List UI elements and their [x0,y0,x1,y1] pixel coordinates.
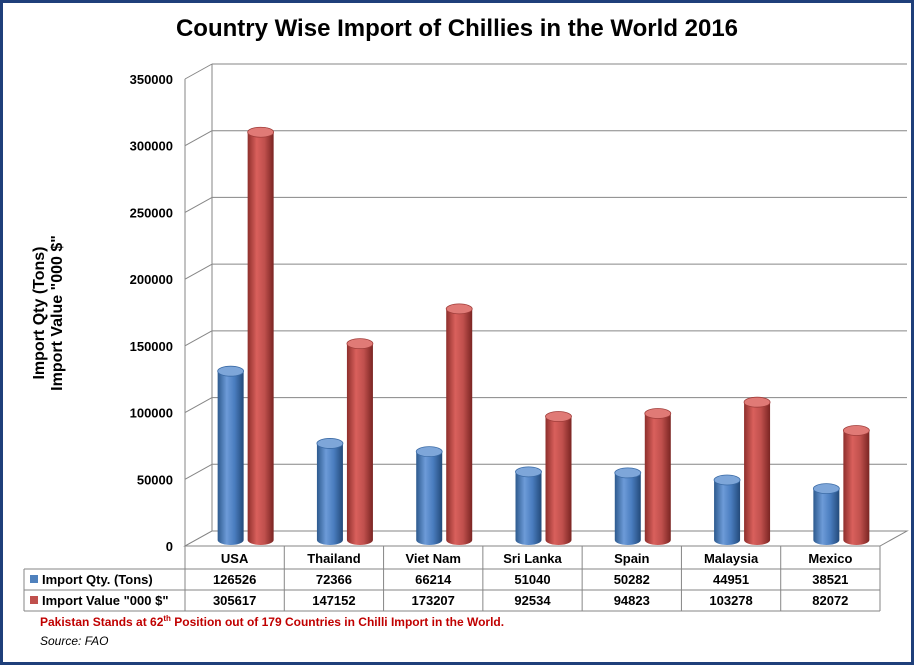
bar [545,411,572,545]
bar [743,396,771,545]
bar-top [713,474,741,486]
bar-top [644,408,672,419]
bar-body [843,430,870,545]
bar [614,467,642,545]
legend-label: Import Qty. (Tons) [42,572,153,587]
gridline-depth [184,130,213,147]
gridline-depth [184,263,213,280]
x-tick-label: Thailand [307,551,361,566]
y-tick-label: 50000 [137,472,173,487]
data-label: 44951 [713,572,749,587]
bars [217,126,870,545]
bar-body [813,488,840,545]
data-label: 305617 [213,593,256,608]
bar-body [614,472,641,545]
bar-top [247,126,275,138]
footnote-sup: th [163,614,171,623]
bar [515,466,542,545]
y-tick-label: 350000 [130,72,173,87]
gridline-depth [184,63,213,80]
bar-body [714,480,741,545]
bar-top [415,446,443,458]
bar-top [545,411,572,422]
bar [842,425,870,545]
bar-body [247,132,274,545]
x-tick-label: Malaysia [704,551,759,566]
y-tick-label: 250000 [130,205,173,220]
bar-body [416,451,443,545]
data-label: 173207 [412,593,455,608]
footnote: Pakistan Stands at 62th Position out of … [40,614,504,629]
bar [812,483,840,545]
y-tick-label: 300000 [130,139,173,154]
bar-top [743,396,771,408]
data-label: 126526 [213,572,256,587]
y-tick-label: 100000 [130,406,173,421]
data-label: 147152 [312,593,355,608]
bar-body [446,308,473,545]
data-label: 103278 [709,593,752,608]
bar [217,365,245,545]
bar-body [316,443,343,545]
bar [415,446,443,545]
data-label: 92534 [514,593,551,608]
data-label: 38521 [812,572,848,587]
footnote-rest: Position out of 179 Countries in Chilli … [171,615,504,629]
bar-top [614,467,642,479]
legend-label: Import Value "000 $" [42,593,169,608]
y-tick-label: 150000 [130,339,173,354]
data-label: 66214 [415,572,452,587]
bar-body [644,413,671,545]
legend-swatch [30,596,38,604]
y-tick-label: 0 [166,539,173,554]
bar-top [217,365,245,377]
data-label: 82072 [812,593,848,608]
bar-body [744,402,771,545]
bar-body [545,416,572,545]
bar-top [445,303,473,315]
bar [316,438,344,545]
data-table: USA Thailand Viet Nam Sri Lanka Spain Malaysi… [23,545,881,612]
bar-body [346,343,373,545]
bar [346,338,374,545]
bar-body [515,471,542,545]
chart-title: Country Wise Import of Chillies in the W… [176,15,738,42]
data-label: 72366 [316,572,352,587]
bar-top [515,466,542,478]
footnote-main: Pakistan Stands at 62 [40,615,164,629]
bar-top [842,425,870,436]
gridline-depth [184,463,213,480]
x-tick-label: Spain [614,551,649,566]
bar-top [812,483,840,495]
y-axis-label-line-1: Import Qty (Tons) [31,246,48,379]
legend-swatch [30,575,38,583]
x-tick-label: Viet Nam [406,551,461,566]
x-tick-label: Sri Lanka [503,551,562,566]
x-tick-label: Mexico [808,551,852,566]
bar [247,126,275,545]
gridline-depth [184,397,213,414]
y-tick-label: 200000 [130,272,173,287]
gridline-depth [184,196,213,213]
bar-body [217,371,244,545]
source-note: Source: FAO [40,634,108,648]
bar-top [316,438,344,449]
bar [644,408,672,545]
y-axis-label-line-2: Import Value "000 $" [49,235,66,391]
bar-top [346,338,374,350]
gridline-depth [184,330,213,347]
bar [445,303,473,545]
x-tick-label: USA [221,551,249,566]
data-label: 51040 [514,572,550,587]
data-label: 94823 [614,593,650,608]
y-axis-ticks: 0 50000 100000 150000 200000 250000 300000 3500… [130,72,173,554]
data-label: 50282 [614,572,650,587]
bar [713,474,741,545]
